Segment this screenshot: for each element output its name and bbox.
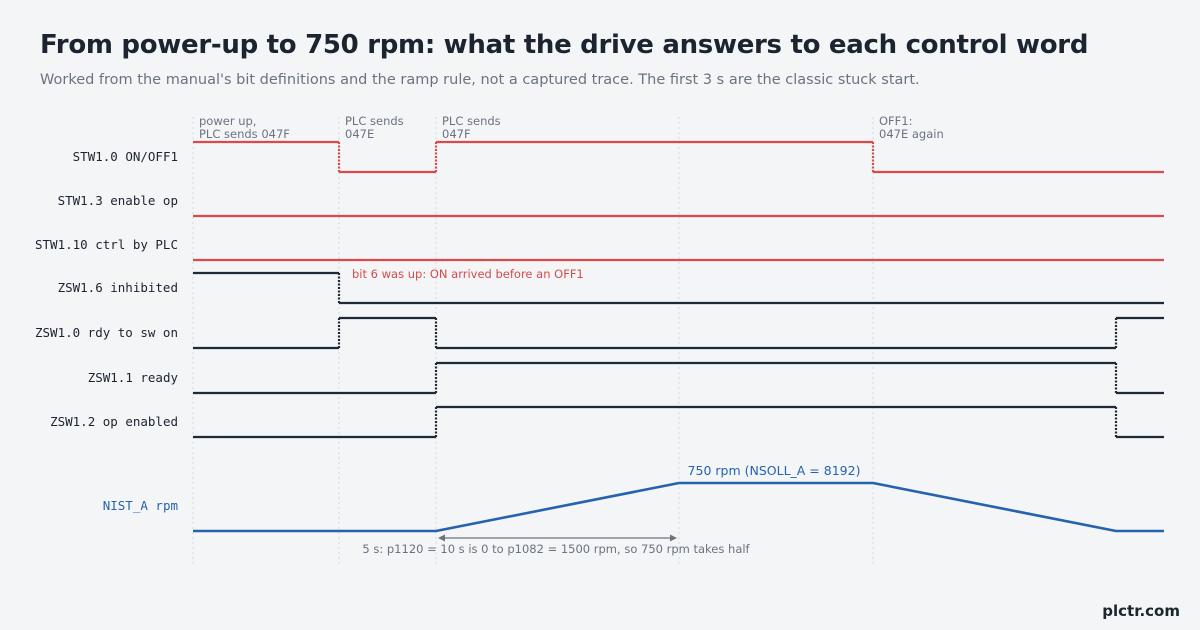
signal-label-5: ZSW1.1 ready — [88, 370, 179, 385]
speed-peak-label: 750 rpm (NSOLL_A = 8192) — [688, 463, 861, 478]
inhibit-note: bit 6 was up: ON arrived before an OFF1 — [352, 267, 584, 281]
speed-trace-label: NIST_A rpm — [103, 498, 178, 513]
event-label-2-line-1: 047F — [442, 127, 471, 141]
page-subtitle: Worked from the manual's bit definitions… — [40, 72, 920, 88]
ramp-note: 5 s: p1120 = 10 s is 0 to p1082 = 1500 r… — [362, 542, 750, 556]
signal-label-4: ZSW1.0 rdy to sw on — [35, 325, 178, 340]
page-title: From power-up to 750 rpm: what the drive… — [40, 30, 1089, 60]
ramp-arrow-head-right — [670, 534, 677, 542]
signal-label-0: STW1.0 ON/OFF1 — [73, 149, 178, 164]
event-label-1-line-1: 047E — [345, 127, 374, 141]
ramp-arrow-head-left — [438, 534, 445, 542]
signal-label-1: STW1.3 enable op — [58, 193, 178, 208]
event-label-0-line-0: power up, — [199, 114, 256, 128]
event-label-2-line-0: PLC sends — [442, 114, 501, 128]
event-label-3-line-1: 047E again — [879, 127, 944, 141]
event-label-1-line-0: PLC sends — [345, 114, 404, 128]
signal-label-3: ZSW1.6 inhibited — [58, 280, 178, 295]
signal-label-2: STW1.10 ctrl by PLC — [35, 237, 178, 252]
signal-label-6: ZSW1.2 op enabled — [50, 414, 178, 429]
brand-logo-text: plctr.com — [1102, 602, 1180, 620]
speed-trace-line — [193, 481, 1164, 533]
event-label-0-line-1: PLC sends 047F — [199, 127, 290, 141]
event-label-3-line-0: OFF1: — [879, 114, 912, 128]
